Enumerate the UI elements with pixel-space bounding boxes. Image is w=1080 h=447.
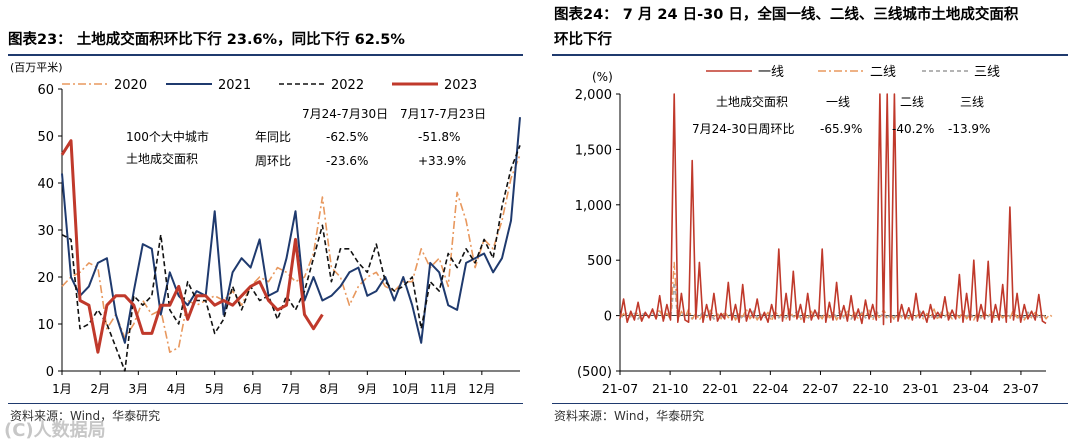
x-tick-label: 21-07 bbox=[602, 381, 638, 396]
series-line-一线 bbox=[619, 93, 1047, 326]
series-line-二线 bbox=[619, 261, 1054, 322]
annotation-value-tier2: -40.2% bbox=[892, 122, 934, 136]
annotation-header-tier1: 一线 bbox=[826, 95, 850, 109]
series-line-2022 bbox=[61, 145, 521, 372]
series-line-2021 bbox=[61, 117, 521, 344]
x-tick-label: 8月 bbox=[319, 382, 339, 396]
x-tick-label: 22-10 bbox=[852, 381, 888, 396]
series-line-2023 bbox=[60, 139, 324, 354]
y-tick-label: 20 bbox=[37, 271, 54, 286]
right-panel-title-line1: 图表24： 7 月 24 日-30 日，全国一线、二线、三线城市土地成交面积 bbox=[554, 7, 1019, 23]
x-tick-label: 2月 bbox=[90, 382, 110, 396]
watermark-logo: (C)人数据局 bbox=[4, 420, 106, 441]
left-title-rule bbox=[8, 54, 523, 56]
y-axis-unit-label: (百万平米) bbox=[10, 61, 63, 74]
annotation-value-tier1: -65.9% bbox=[820, 122, 862, 136]
x-tick-label: 7月 bbox=[281, 382, 301, 396]
y-tick-label: 500 bbox=[587, 254, 612, 269]
annotation-header-current: 7月24-7月30日 bbox=[302, 107, 388, 121]
annotation-header-previous: 7月17-7月23日 bbox=[400, 107, 486, 121]
x-tick-label: 10月 bbox=[392, 382, 419, 396]
y-tick-label: 40 bbox=[37, 177, 54, 192]
left-chart: (百万平米) 0 10 20 30 40 50 60 1月 2月 3月 4月 5月 6月 7月 8月 9月 10月… bbox=[10, 61, 521, 396]
x-tick-label: 4月 bbox=[167, 382, 187, 396]
legend-label-2021: 2021 bbox=[218, 78, 251, 93]
annotation-header-tier2: 二线 bbox=[900, 95, 924, 109]
legend-label-2022: 2022 bbox=[331, 78, 364, 93]
annotation-value-previous: +33.9% bbox=[418, 154, 466, 168]
x-tick-label: 21-10 bbox=[652, 381, 688, 396]
annotation-value-tier3: -13.9% bbox=[948, 122, 990, 136]
x-tick-label: 5月 bbox=[205, 382, 225, 396]
legend-label-2020: 2020 bbox=[114, 78, 147, 93]
y-tick-label: 60 bbox=[37, 83, 54, 98]
legend-label-一线: 一线 bbox=[758, 65, 784, 80]
y-tick-label: 0 bbox=[46, 365, 54, 380]
y-tick-label: 1,000 bbox=[575, 199, 612, 214]
right-chart: (%) (500) 0 500 1,000 1,500 2,000 21-07 21-10 22-… bbox=[575, 65, 1054, 396]
annotation-row-label: 年同比 bbox=[255, 130, 291, 144]
y-tick-label: 10 bbox=[37, 318, 54, 333]
annotation-row-label: 周环比 bbox=[255, 154, 291, 168]
right-panel-title-line2: 环比下行 bbox=[554, 32, 612, 48]
y-tick-label: (500) bbox=[577, 365, 612, 380]
right-title-rule bbox=[552, 54, 1068, 56]
left-source: 资料来源：Wind，华泰研究 bbox=[10, 409, 161, 423]
x-tick-label: 11月 bbox=[430, 382, 457, 396]
legend-label-2023: 2023 bbox=[444, 78, 477, 93]
x-tick-label: 9月 bbox=[358, 382, 378, 396]
y-axis-unit-label: (%) bbox=[592, 70, 613, 84]
x-tick-label: 3月 bbox=[129, 382, 149, 396]
x-tick-label: 1月 bbox=[52, 382, 72, 396]
legend-label-三线: 三线 bbox=[974, 65, 1000, 80]
legend-label-二线: 二线 bbox=[870, 65, 896, 80]
y-tick-label: 1,500 bbox=[575, 143, 612, 158]
left-source-rule bbox=[8, 403, 523, 404]
x-tick-label: 23-07 bbox=[1003, 381, 1039, 396]
annotation-header-tier3: 三线 bbox=[960, 95, 984, 109]
left-panel-title: 图表23： 土地成交面积环比下行 23.6%，同比下行 62.5% bbox=[8, 32, 405, 48]
x-tick-label: 22-01 bbox=[702, 381, 738, 396]
y-tick-label: 2,000 bbox=[575, 88, 612, 103]
annotation-header-label: 土地成交面积 bbox=[716, 94, 788, 109]
x-tick-label: 23-01 bbox=[903, 381, 939, 396]
annotation-box-label: 土地成交面积 bbox=[126, 151, 198, 166]
x-tick-label: 23-04 bbox=[953, 381, 989, 396]
x-tick-label: 22-07 bbox=[802, 381, 838, 396]
y-tick-label: 30 bbox=[37, 224, 54, 239]
y-tick-label: 50 bbox=[37, 130, 54, 145]
x-tick-label: 12月 bbox=[468, 382, 495, 396]
right-source-rule bbox=[552, 403, 1068, 404]
annotation-box-label: 100个大中城市 bbox=[126, 129, 209, 144]
x-tick-label: 6月 bbox=[243, 382, 263, 396]
annotation-row-label: 7月24-30日周环比 bbox=[692, 122, 795, 136]
annotation-value-current: -23.6% bbox=[326, 154, 368, 168]
right-source: 资料来源：Wind，华泰研究 bbox=[554, 409, 705, 423]
annotation-value-previous: -51.8% bbox=[418, 130, 460, 144]
annotation-value-current: -62.5% bbox=[326, 130, 368, 144]
x-tick-label: 22-04 bbox=[752, 381, 788, 396]
y-tick-label: 0 bbox=[604, 310, 612, 325]
